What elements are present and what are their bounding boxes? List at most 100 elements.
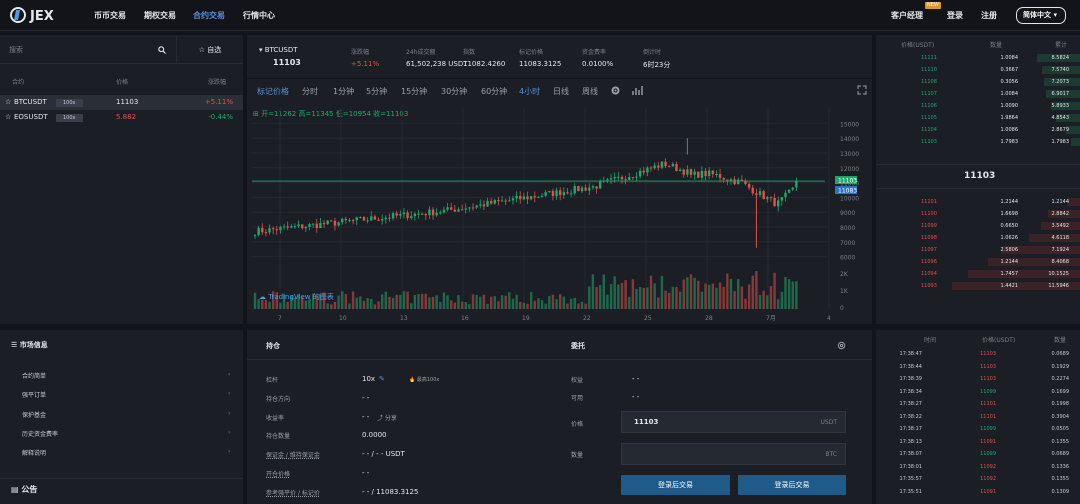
fullscreen-icon[interactable] (857, 85, 867, 95)
market-row-btcusdt[interactable]: ☆ BTCUSDT 100x 11103 +5.11% (0, 95, 243, 110)
ob-ask-row[interactable]: 11110 0.3667 7.5740 (876, 66, 1080, 74)
trade-row: 17:35:51 11091 0.1309 (876, 488, 1080, 497)
timeframe-tab[interactable]: 分时 (302, 87, 318, 96)
ob-ask-row[interactable]: 11111 1.0084 8.5824 (876, 54, 1080, 62)
star-icon[interactable]: ☆ (5, 98, 12, 106)
volume-bar (795, 281, 798, 309)
trade-qty: 0.2274 (1051, 376, 1070, 382)
ob-total: 4.8543 (1051, 115, 1070, 121)
trade-row: 17:38:27 11101 0.1998 (876, 400, 1080, 409)
timeframe-tab[interactable]: 15分钟 (401, 87, 428, 96)
volume-bar (747, 284, 751, 309)
ob-bid-row[interactable]: 11099 0.6650 3.5492 (876, 222, 1080, 230)
nav-options-trading[interactable]: 期权交易 (144, 11, 176, 20)
volume-bar (609, 284, 613, 309)
ohlc-values: 开=11262 高=11345 低=10954 收=11103 (261, 110, 409, 118)
volume-bar (431, 296, 435, 309)
market-info-item[interactable]: 保护基金 (22, 411, 47, 419)
symbol-selector[interactable]: ▾ BTCUSDT (259, 46, 298, 54)
volume-bar (744, 298, 747, 309)
ticker-value: 11082.4260 (463, 60, 506, 68)
market-row-eosusdt[interactable]: ☆ EOSUSDT 100x 5.882 -0.44% (0, 110, 243, 125)
nav-spot-trading[interactable]: 币币交易 (94, 11, 126, 20)
search-icon[interactable] (158, 46, 166, 54)
candle-body (290, 226, 293, 228)
candle-body (391, 213, 395, 219)
star-icon[interactable]: ☆ (5, 113, 12, 121)
edit-icon[interactable]: ✎ (379, 375, 385, 383)
settings-icon[interactable] (837, 341, 846, 350)
price-input[interactable]: 11103 USDT (621, 411, 846, 433)
nav-register[interactable]: 注册 (981, 11, 997, 20)
ob-total: 2.8842 (1051, 211, 1070, 217)
nav-account-manager[interactable]: 客户经理 (891, 11, 923, 20)
trade-qty: 0.1355 (1051, 438, 1070, 445)
candle-body (642, 170, 645, 173)
volume-bar (737, 279, 740, 309)
language-select[interactable]: 简体中文 ▾ (1016, 7, 1066, 24)
volume-bar (333, 301, 337, 309)
ohlc-toggle-icon[interactable]: ⊞ (253, 110, 259, 118)
ob-bid-row[interactable]: 11101 1.2144 1.2144 (876, 198, 1080, 206)
ob-ask-row[interactable]: 11103 1.7983 1.7983 (876, 138, 1080, 146)
settings-gear-icon[interactable] (610, 85, 621, 96)
nav-login[interactable]: 登录 (947, 11, 963, 20)
x-tick-label: 16 (461, 315, 469, 322)
col-price[interactable]: 价格 (116, 79, 129, 86)
market-search[interactable]: 搜索 (0, 36, 176, 64)
sell-login-button[interactable]: 登录后交易 (738, 475, 846, 495)
market-info-item[interactable]: 合约简单 (22, 373, 47, 380)
market-info-item[interactable]: 历史资金费率 (22, 430, 59, 438)
share-button[interactable]: ⤴ 分享 (377, 413, 397, 422)
buy-login-button[interactable]: 登录后交易 (621, 475, 730, 495)
nav-contract-trading[interactable]: 合约交易 (193, 11, 225, 20)
notice-title[interactable]: ▤ 公告 (11, 484, 37, 495)
search-input[interactable]: 搜索 (9, 46, 23, 54)
timeframe-tab[interactable]: 1分钟 (333, 87, 355, 96)
ob-ask-row[interactable]: 11107 1.0084 6.9017 (876, 90, 1080, 98)
timeframe-tab[interactable]: 周线 (582, 87, 598, 96)
ob-bid-row[interactable]: 11098 1.0626 4.6118 (876, 234, 1080, 242)
ticker-label: 24h成交额 (406, 49, 436, 56)
timeframe-tab[interactable]: 4小时 (519, 87, 541, 96)
x-tick-label: 28 (705, 315, 713, 322)
timeframe-tab[interactable]: 日线 (553, 87, 569, 96)
trade-qty: 0.1929 (1051, 363, 1070, 370)
ob-bid-row[interactable]: 11093 1.4421 11.5946 (876, 282, 1080, 290)
volume-bar (588, 286, 591, 309)
ob-ask-row[interactable]: 11104 1.0086 2.8679 (876, 126, 1080, 134)
volume-bar (766, 295, 769, 309)
timeframe-tab[interactable]: 30分钟 (441, 87, 468, 96)
ob-ask-row[interactable]: 11108 0.3056 7.2073 (876, 78, 1080, 86)
timeframe-tab[interactable]: 标记价格 (257, 87, 289, 96)
ob-bid-row[interactable]: 11100 1.6698 2.8842 (876, 210, 1080, 218)
market-info-panel (0, 330, 243, 504)
volume-bar (537, 298, 540, 309)
qty-input[interactable]: BTC (621, 443, 846, 465)
col-change[interactable]: 涨跌幅 (208, 79, 227, 86)
candlestick-chart[interactable]: 1500014000130001200011000100009000800070… (247, 104, 872, 324)
volume-bar (733, 291, 736, 309)
indicator-icon[interactable] (632, 85, 644, 96)
candle-body (609, 178, 613, 180)
volume-bar (529, 291, 533, 309)
logo-icon[interactable]: JEX (10, 6, 62, 24)
ob-ask-row[interactable]: 11105 1.9864 4.8543 (876, 114, 1080, 122)
timeframe-tab[interactable]: 5分钟 (366, 87, 388, 96)
ob-qty: 2.5806 (1000, 247, 1019, 253)
y-tick-label: 11000 (840, 181, 859, 188)
ob-bid-row[interactable]: 11097 2.5806 7.1924 (876, 246, 1080, 254)
favorites-tab[interactable]: ☆ 自选 (176, 36, 243, 64)
nav-market-center[interactable]: 行情中心 (243, 11, 275, 20)
mark-price-tag (835, 186, 857, 195)
ob-bid-row[interactable]: 11094 1.7457 10.1525 (876, 270, 1080, 278)
candle-body (773, 197, 776, 207)
ob-bid-row[interactable]: 11096 1.2144 8.4068 (876, 258, 1080, 266)
candle-body (253, 235, 257, 237)
candle-body (653, 165, 656, 169)
market-info-item[interactable]: 解释说明 (22, 450, 47, 458)
market-info-item[interactable]: 强平订单 (22, 392, 47, 400)
ob-ask-row[interactable]: 11106 1.0090 5.8933 (876, 102, 1080, 110)
volume-bar (413, 295, 417, 309)
timeframe-tab[interactable]: 60分钟 (481, 87, 508, 96)
